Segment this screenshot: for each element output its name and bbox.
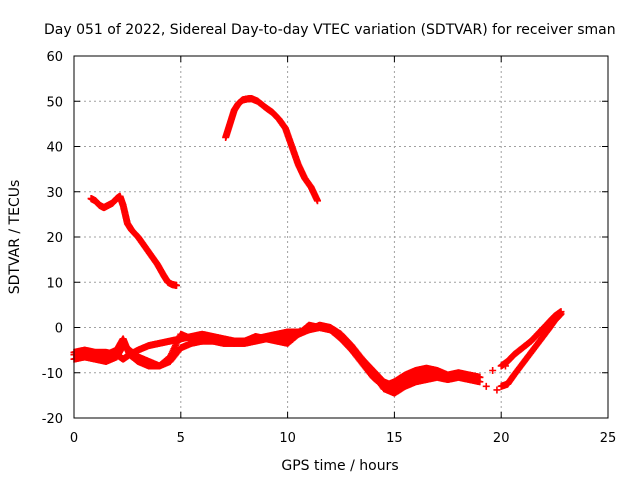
chart-title: Day 051 of 2022, Sidereal Day-to-day VTE…: [44, 22, 616, 38]
data-point: [489, 366, 497, 374]
data-point: [557, 308, 565, 316]
series-isolated-points: [482, 362, 509, 394]
y-tick-label: 0: [55, 322, 63, 337]
data-points: [70, 95, 565, 397]
y-tick-label: 10: [46, 276, 63, 291]
series-late-rise-b: [497, 308, 565, 370]
y-tick-label: -10: [42, 367, 63, 382]
y-tick-label: -20: [42, 412, 63, 427]
y-tick-label: 30: [46, 186, 63, 201]
x-tick-label: 10: [279, 431, 296, 446]
x-tick-label: 5: [177, 431, 185, 446]
axis-ticks: 0 5 10 15 20 25 -20 -10 0 10 20 30 40 50 60: [42, 50, 617, 446]
y-tick-label: 20: [46, 231, 63, 246]
x-tick-label: 20: [493, 431, 510, 446]
x-tick-label: 0: [70, 431, 78, 446]
data-point: [476, 373, 484, 381]
y-axis-label: SDTVAR / TECUs: [7, 180, 23, 295]
data-point: [493, 386, 501, 394]
y-tick-label: 60: [46, 50, 63, 65]
x-tick-label: 25: [600, 431, 617, 446]
data-point: [173, 281, 181, 289]
series-band-c: [70, 321, 484, 390]
series-high-arc-early: [87, 192, 181, 289]
series-high-arc-peak: [222, 95, 322, 205]
y-tick-label: 40: [46, 141, 63, 156]
data-point: [314, 197, 322, 205]
x-tick-label: 15: [386, 431, 403, 446]
y-tick-label: 50: [46, 95, 63, 110]
data-point: [482, 382, 490, 390]
x-axis-label: GPS time / hours: [281, 458, 398, 474]
